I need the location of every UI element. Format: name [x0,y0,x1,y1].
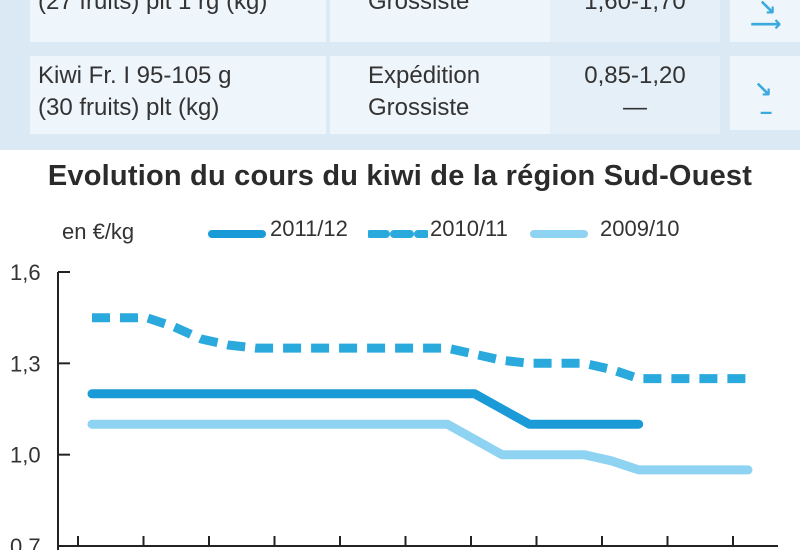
y-tick-label: 0,7 [10,534,41,550]
table-cell-product: (27 fruits) plt 1 rg (kg) [30,0,326,42]
y-tick-label: 1,0 [10,443,41,468]
legend-swatch-2011-12 [208,230,266,238]
product-line: (30 fruits) plt (kg) [38,94,220,121]
table-cell-stage: Expédition Grossiste [330,56,573,134]
stage-line: Expédition [368,62,481,89]
table-cell-product: Kiwi Fr. I 95-105 g (30 fruits) plt (kg) [30,56,326,134]
table-cell-stage: Grossiste [330,0,573,42]
stage-line: Grossiste [368,0,470,15]
trend-arrow-down-icon: ↘ [754,77,773,102]
table-cell-price: 0,85-1,20 — [550,56,720,134]
price-line: 1,60-1,70 [584,0,686,15]
series-line-2010-11 [92,313,748,384]
chart-title: Evolution du cours du kiwi de la région … [47,160,753,192]
series-line-2011-12 [87,389,644,429]
price-line: — [623,94,647,121]
table-cell-trend: ↘ – [730,56,800,130]
trend-flat-icon: – [760,99,773,124]
legend-swatch-2010-11 [368,230,428,238]
series-line-2009-10 [87,419,753,475]
line-chart: 1,6 1,3 1,0 0,7 [10,260,778,550]
y-axis-unit-label: en €/kg [62,219,135,244]
legend-label: 2009/10 [600,216,680,241]
price-line: 0,85-1,20 [584,62,686,89]
table-cell-price: 1,60-1,70 [550,0,720,42]
legend-swatch-2009-10 [530,230,588,238]
y-tick-label: 1,6 [10,260,41,285]
legend-label: 2011/12 [270,216,348,241]
trend-arrow-down-icon: ↘ [758,0,777,20]
table-cell-trend: ↘ ⟶ [730,0,800,42]
product-line: Kiwi Fr. I 95-105 g [38,62,232,89]
y-tick-label: 1,3 [10,351,41,376]
stage-line: Grossiste [368,94,470,121]
trend-arrow-right-icon: ⟶ [750,11,782,36]
price-table: (27 fruits) plt 1 rg (kg) Grossiste 1,60… [0,0,800,150]
legend-label: 2010/11 [430,216,508,241]
product-line: (27 fruits) plt 1 rg (kg) [38,0,268,15]
